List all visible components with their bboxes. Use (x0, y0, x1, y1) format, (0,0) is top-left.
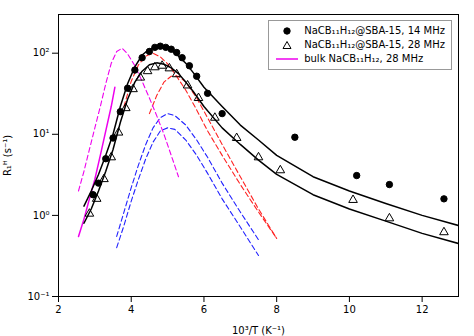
svg-text:12: 12 (416, 304, 429, 315)
html-text:bulk NaCB₁₁H₁₂, 28 MHz: bulk NaCB₁₁H₁₂, 28 MHz (304, 53, 424, 64)
svg-text:10²: 10² (33, 47, 50, 58)
svg-text:10⁰: 10⁰ (33, 210, 50, 221)
svg-text:10: 10 (343, 304, 356, 315)
svg-text:8: 8 (273, 304, 279, 315)
svg-text:6: 6 (201, 304, 207, 315)
svg-text:2: 2 (55, 304, 61, 315)
svg-text:4: 4 (128, 304, 134, 315)
html-text:NaCB₁₁H₁₂@SBA-15, 14 MHz: NaCB₁₁H₁₂@SBA-15, 14 MHz (304, 25, 445, 36)
svg-text:10³/T (K⁻¹): 10³/T (K⁻¹) (232, 325, 285, 336)
html-text:NaCB₁₁H₁₂@SBA-15, 28 MHz: NaCB₁₁H₁₂@SBA-15, 28 MHz (304, 39, 445, 50)
svg-text:10⁻¹: 10⁻¹ (27, 291, 49, 302)
svg-text:10¹: 10¹ (33, 128, 50, 139)
svg-text:R₁ᴴ (s⁻¹): R₁ᴴ (s⁻¹) (2, 135, 13, 176)
